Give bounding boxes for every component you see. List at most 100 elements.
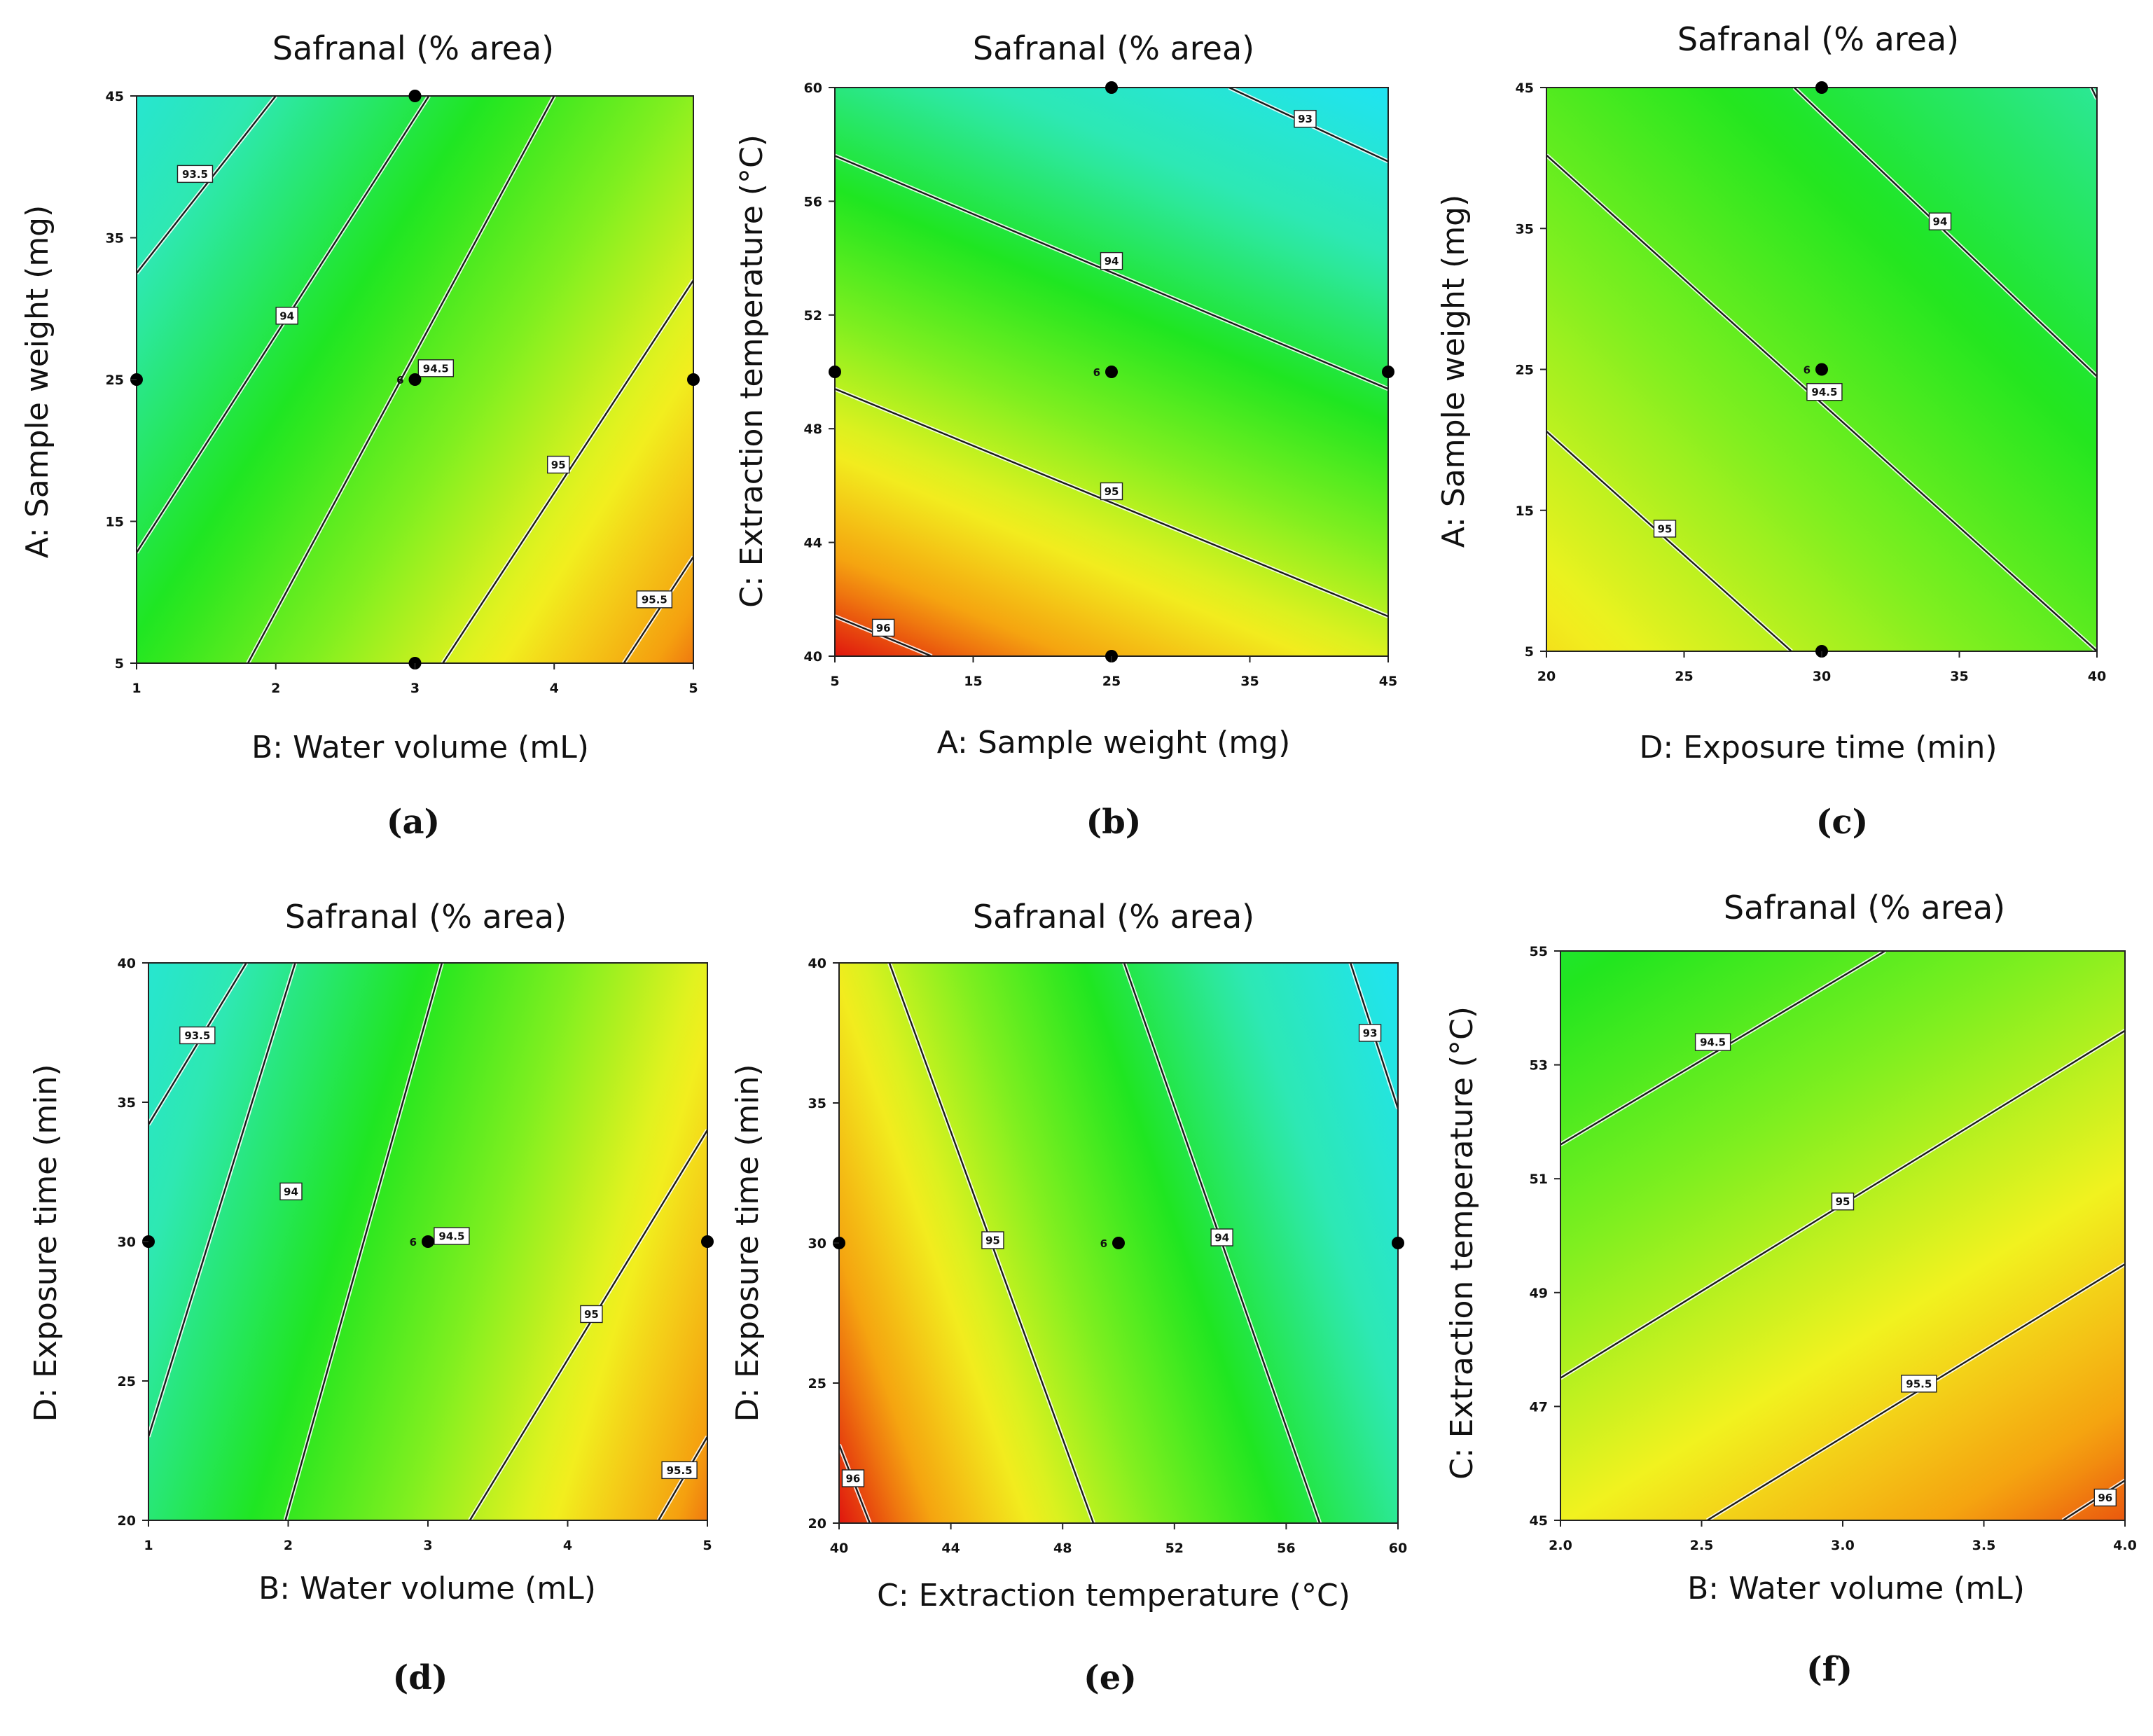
y-tick-label: 15 bbox=[106, 515, 124, 530]
y-tick-label: 25 bbox=[1516, 363, 1534, 378]
design-point bbox=[687, 373, 700, 386]
contour-line-94 bbox=[1793, 88, 2097, 377]
y-tick-label: 51 bbox=[1530, 1172, 1548, 1187]
y-tick-label: 45 bbox=[1530, 1513, 1548, 1529]
x-axis-label: C: Extraction temperature (°C) bbox=[877, 1578, 1350, 1613]
x-tick-label: 40 bbox=[830, 1541, 848, 1556]
x-tick-label: 3.0 bbox=[1831, 1538, 1855, 1553]
contour-line-94.5 bbox=[284, 963, 443, 1520]
contour-label: 96 bbox=[841, 1469, 865, 1487]
contour-line-94 bbox=[835, 155, 1388, 390]
y-tick-label: 47 bbox=[1530, 1399, 1548, 1415]
contour-label-text: 94 bbox=[284, 1186, 298, 1198]
contour-label-text: 94.5 bbox=[438, 1230, 464, 1243]
x-axis-label: D: Exposure time (min) bbox=[1639, 730, 1997, 765]
x-tick-label: 25 bbox=[1102, 674, 1121, 689]
contour-line-95.5 bbox=[623, 556, 693, 663]
x-tick-label: 20 bbox=[1537, 669, 1556, 684]
contour-label-text: 95 bbox=[1105, 485, 1119, 498]
contour-line-95 bbox=[469, 1130, 707, 1520]
x-tick-label: 15 bbox=[964, 674, 982, 689]
panel-caption: (b) bbox=[1086, 803, 1142, 842]
contour-label: 94 bbox=[1928, 212, 1952, 230]
x-tick-label: 2 bbox=[284, 1538, 293, 1553]
contour-line-94 bbox=[148, 963, 296, 1437]
chart-title: Safranal (% area) bbox=[973, 29, 1254, 67]
panel-f: 94.5 95 95.5 96 2.0 2.5 3.0 3.5 4.0 45 47 49 51 53 55 S… bbox=[1444, 889, 2137, 1689]
x-tick-label: 4.0 bbox=[2113, 1538, 2137, 1553]
contour-label: 94.5 bbox=[417, 359, 455, 377]
y-tick-label: 30 bbox=[118, 1235, 136, 1250]
contour-label-text: 94.5 bbox=[1700, 1036, 1726, 1049]
chart-title: Safranal (% area) bbox=[272, 29, 554, 67]
y-axis-label: A: Sample weight (mg) bbox=[20, 205, 55, 559]
contour-label-text: 94 bbox=[1214, 1232, 1229, 1244]
x-tick-label: 56 bbox=[1277, 1541, 1295, 1556]
y-tick-label: 49 bbox=[1530, 1286, 1548, 1301]
contour-label-text: 96 bbox=[846, 1473, 861, 1485]
design-point bbox=[829, 366, 841, 378]
center-point-count: 6 bbox=[410, 1236, 417, 1249]
panel-caption: (f) bbox=[1806, 1650, 1853, 1689]
contour-label: 94 bbox=[279, 1182, 303, 1201]
y-tick-label: 15 bbox=[1516, 504, 1534, 519]
contour-label-text: 95.5 bbox=[642, 593, 667, 606]
contour-label-text: 95 bbox=[584, 1308, 599, 1321]
x-tick-label: 5 bbox=[830, 674, 839, 689]
contour-label-text: 93 bbox=[1298, 113, 1313, 125]
contour-label-text: 95 bbox=[551, 459, 566, 471]
x-tick-label: 2.5 bbox=[1690, 1538, 1714, 1553]
y-tick-label: 52 bbox=[804, 308, 822, 324]
y-tick-label: 40 bbox=[804, 649, 822, 665]
y-tick-label: 45 bbox=[106, 89, 124, 104]
contour-lines bbox=[1546, 88, 2097, 651]
y-tick-label: 35 bbox=[106, 231, 124, 246]
x-tick-label: 3.5 bbox=[1972, 1538, 1996, 1553]
y-axis-label: D: Exposure time (min) bbox=[730, 1064, 766, 1422]
contour-fill bbox=[1560, 951, 2125, 1520]
center-point-count: 6 bbox=[1100, 1237, 1107, 1250]
x-tick-label: 35 bbox=[1950, 669, 1968, 684]
contour-label-text: 94 bbox=[1933, 216, 1948, 228]
contour-label: 93 bbox=[1294, 109, 1317, 128]
contour-line-94.5 bbox=[1546, 154, 2097, 651]
design-point bbox=[1815, 81, 1828, 94]
y-tick-label: 5 bbox=[1525, 644, 1534, 660]
x-tick-label: 4 bbox=[550, 681, 559, 696]
contour-label: 93.5 bbox=[176, 165, 214, 183]
contour-label-text: 94.5 bbox=[423, 362, 449, 375]
panel-caption: (d) bbox=[393, 1658, 448, 1697]
y-tick-label: 20 bbox=[808, 1516, 826, 1532]
design-point bbox=[422, 1235, 434, 1248]
y-tick-label: 40 bbox=[808, 956, 826, 971]
chart-title: Safranal (% area) bbox=[1677, 20, 1959, 58]
x-tick-label: 3 bbox=[423, 1538, 432, 1553]
contour-label: 95 bbox=[547, 455, 570, 474]
x-tick-label: 5 bbox=[702, 1538, 712, 1553]
y-axis-label: D: Exposure time (min) bbox=[28, 1064, 64, 1422]
design-point bbox=[408, 90, 422, 102]
contour-label-text: 93.5 bbox=[182, 168, 208, 181]
y-tick-label: 45 bbox=[1516, 81, 1534, 96]
contour-label: 94.5 bbox=[434, 1227, 470, 1245]
x-tick-label: 4 bbox=[563, 1538, 572, 1553]
contour-label: 93 bbox=[1358, 1024, 1382, 1042]
contour-label: 95 bbox=[1100, 482, 1123, 501]
panel-caption: (c) bbox=[1816, 803, 1869, 842]
x-axis-label: A: Sample weight (mg) bbox=[937, 725, 1291, 761]
contour-label: 93.5 bbox=[179, 1026, 216, 1045]
contour-line-95 bbox=[1546, 431, 1792, 651]
y-tick-label: 35 bbox=[118, 1095, 136, 1111]
contour-label: 95.5 bbox=[636, 590, 673, 609]
center-point-count: 6 bbox=[396, 374, 403, 387]
contour-label: 94.5 bbox=[1694, 1033, 1731, 1051]
y-tick-label: 25 bbox=[118, 1374, 136, 1389]
chart-title: Safranal (% area) bbox=[285, 898, 567, 936]
x-tick-label: 1 bbox=[144, 1538, 153, 1553]
y-tick-label: 60 bbox=[804, 81, 822, 96]
x-tick-label: 44 bbox=[941, 1541, 960, 1556]
panel-caption: (a) bbox=[387, 803, 441, 842]
y-tick-label: 48 bbox=[804, 422, 822, 437]
